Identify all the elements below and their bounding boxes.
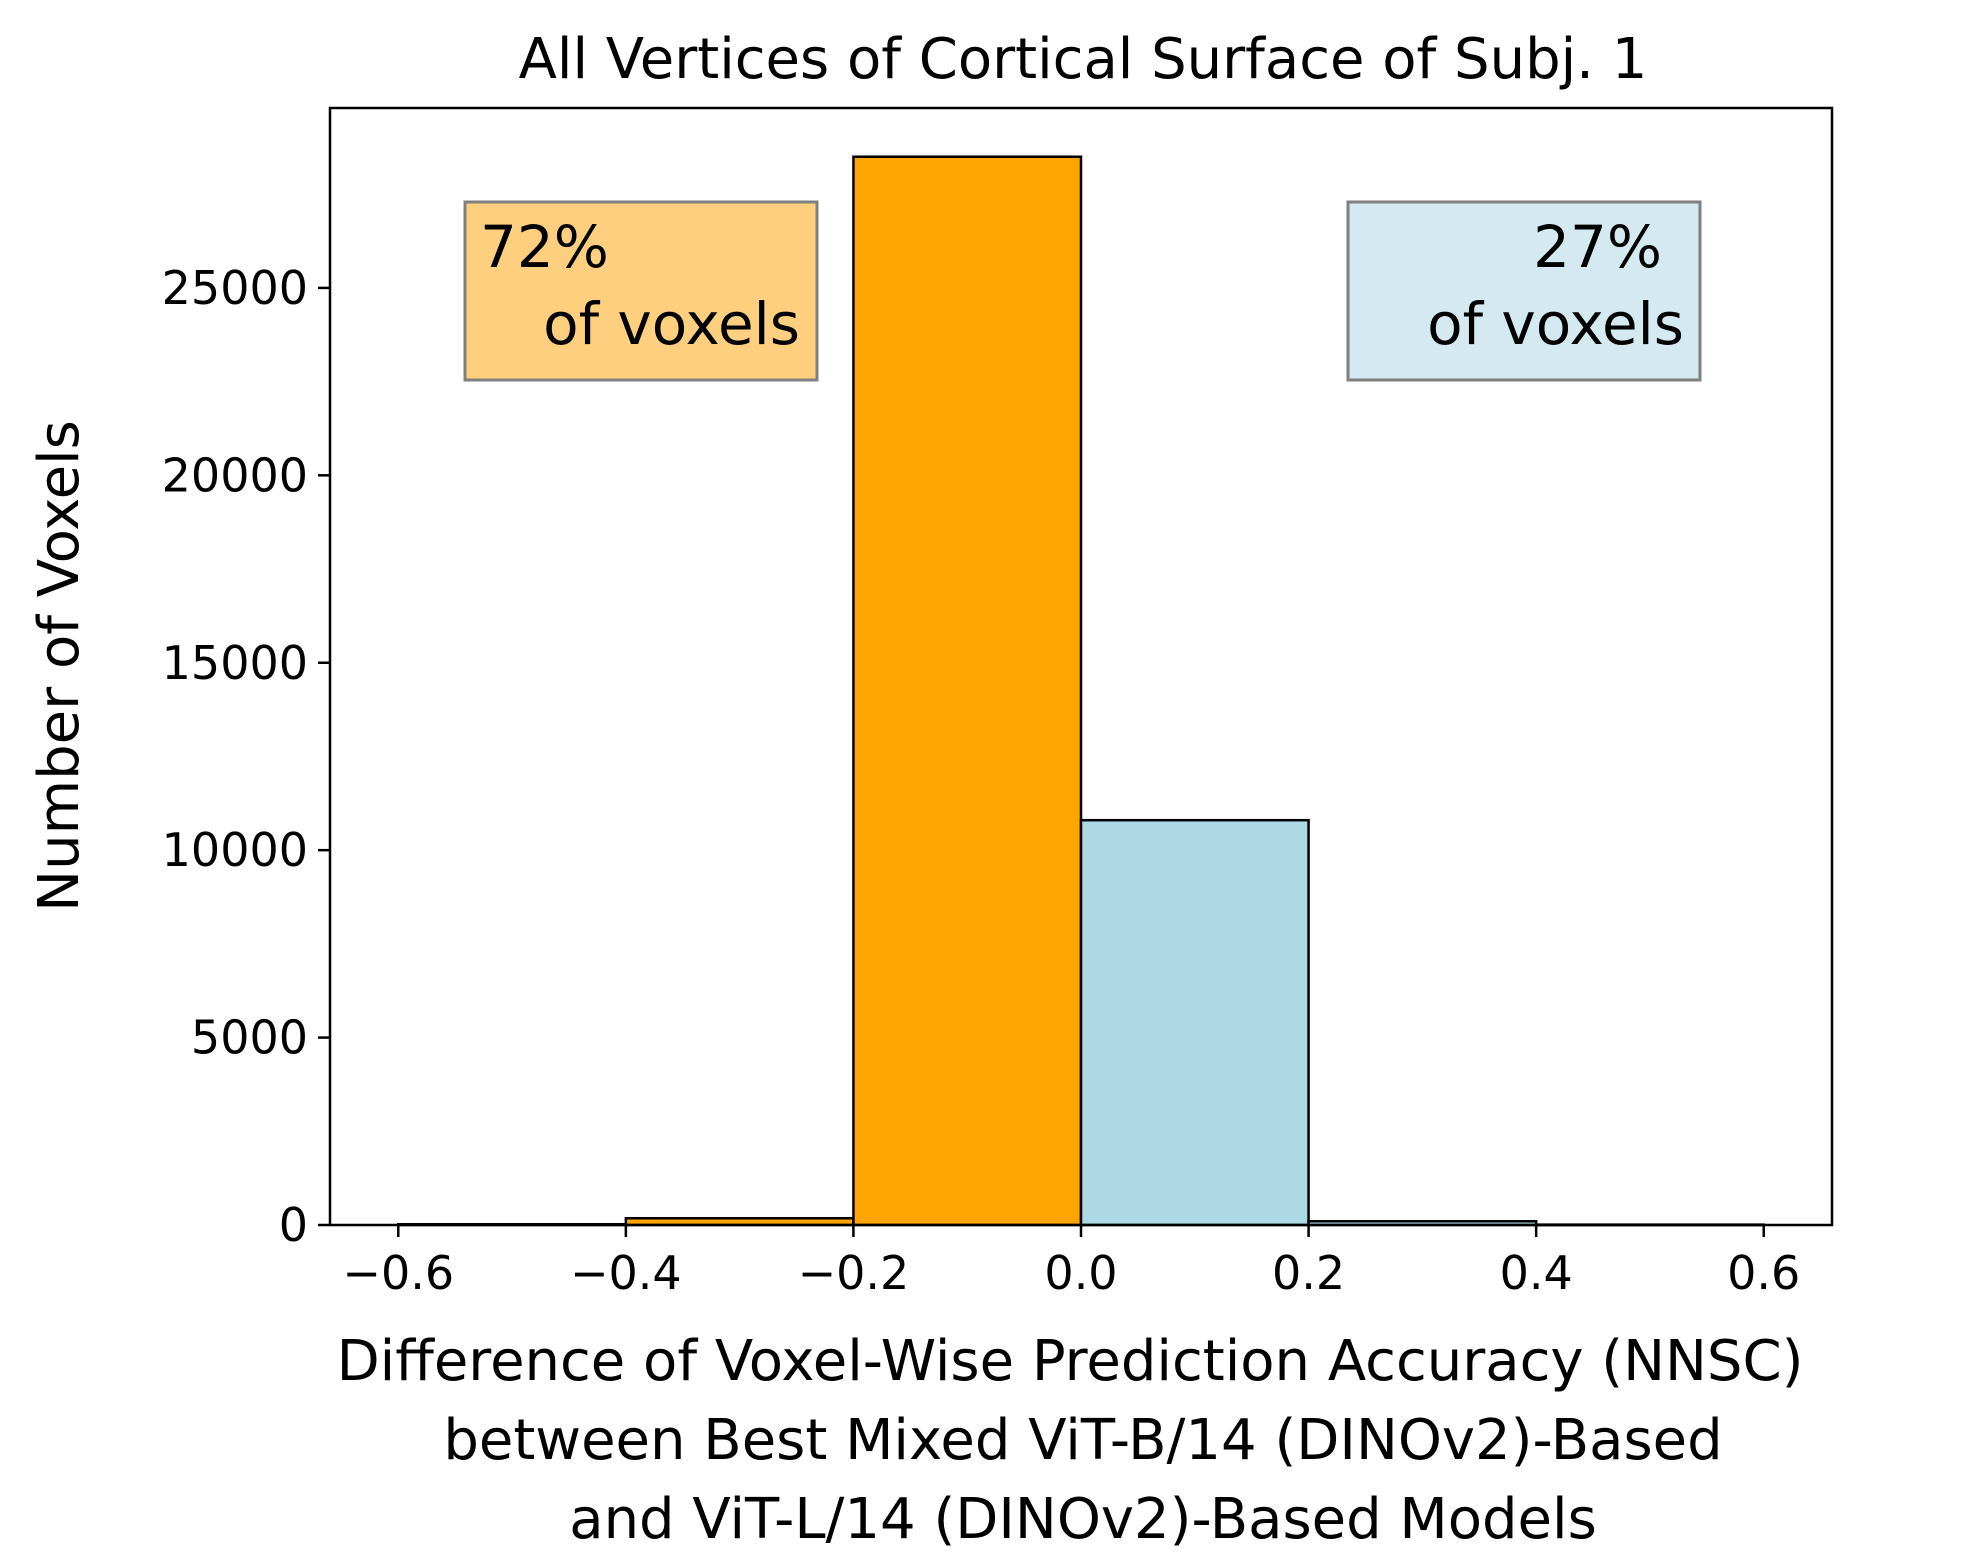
annotation-box-1 [1346,200,1702,382]
y-axis-ticks: 0 5000 10000 15000 20000 25000 [162,261,330,1252]
y-tick-label: 15000 [162,636,308,690]
y-tick-label: 25000 [162,261,308,315]
x-axis-ticks: −0.6 −0.4 −0.2 0.0 0.2 0.4 0.6 [342,1225,1800,1300]
bars-group [397,155,1765,1227]
y-tick-label: 10000 [162,823,308,877]
y-tick-label: 0 [279,1198,308,1252]
y-tick-label: 5000 [191,1011,308,1065]
x-axis-label-line-3: and ViT-L/14 (DINOv2)-Based Models [569,1487,1597,1552]
x-tick-label: 0.0 [1044,1246,1117,1300]
annotation-percent-0: 72% [480,213,609,281]
histogram-bar-2 [852,155,1083,1227]
chart-title: All Vertices of Cortical Surface of Subj… [519,27,1648,92]
x-axis-label-line-1: Difference of Voxel-Wise Prediction Accu… [337,1329,1804,1394]
y-axis-label: Number of Voxels [27,420,92,912]
x-tick-label: 0.2 [1272,1246,1345,1300]
annotation-percent-1: 27% [1533,213,1662,281]
x-tick-label: 0.4 [1500,1246,1573,1300]
x-tick-label: −0.6 [342,1246,454,1300]
annotation-box-0 [463,200,819,382]
x-tick-label: 0.6 [1727,1246,1800,1300]
annotations-group: 72% of voxels 27% of voxels [463,200,1702,382]
x-tick-label: −0.4 [570,1246,682,1300]
x-axis-label-line-2: between Best Mixed ViT-B/14 (DINOv2)-Bas… [443,1408,1722,1473]
y-tick-label: 20000 [162,448,308,502]
annotation-caption-0: of voxels [543,290,800,358]
annotation-caption-1: of voxels [1427,290,1684,358]
histogram-bar-3 [1079,818,1310,1227]
x-tick-label: −0.2 [798,1246,910,1300]
